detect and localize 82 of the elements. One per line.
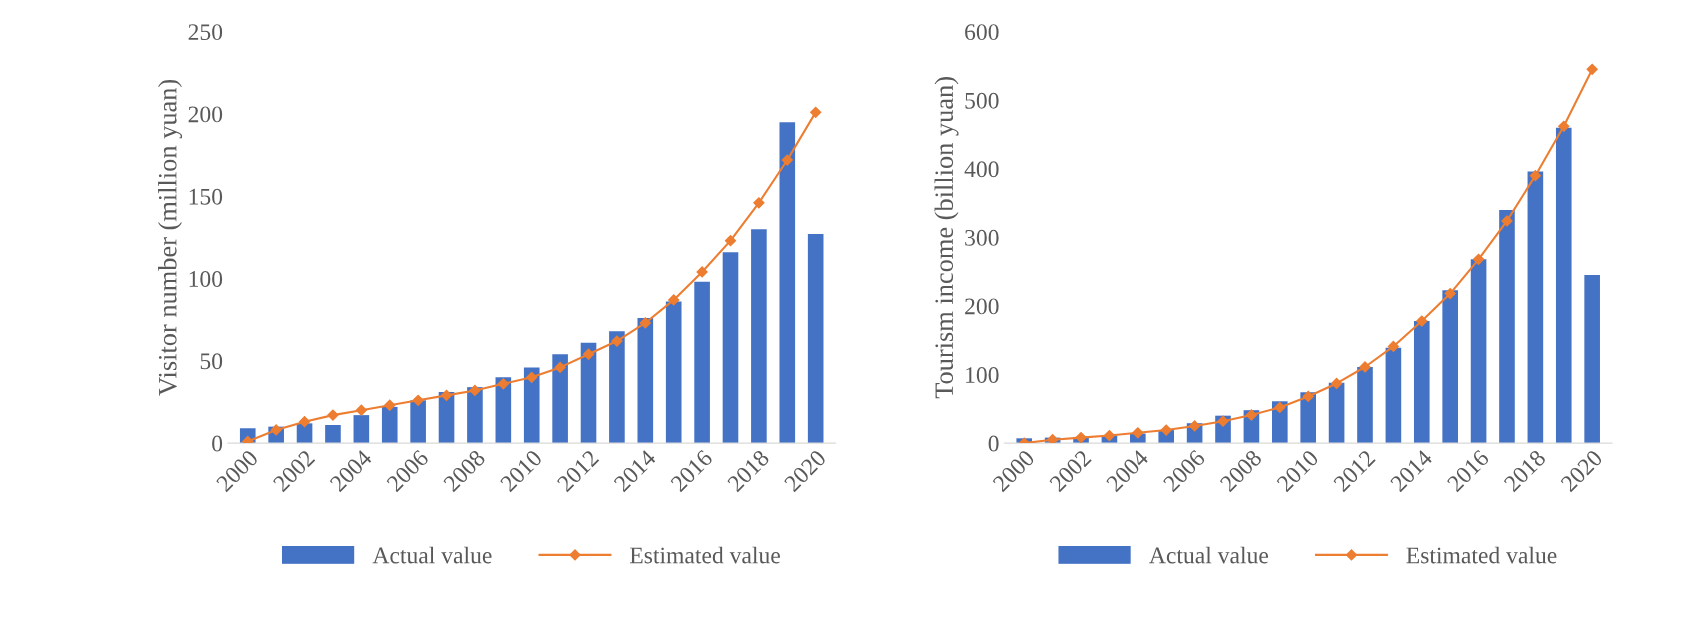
bar — [1385, 347, 1402, 444]
point — [611, 335, 623, 347]
point — [753, 197, 765, 209]
y-tick-label: 50 — [200, 353, 223, 370]
legend-label: Estimated value — [629, 546, 780, 564]
point — [1558, 120, 1570, 132]
y-tick-label: 600 — [965, 24, 999, 41]
point — [810, 106, 822, 118]
y-tick-label: 100 — [189, 271, 223, 287]
point — [412, 394, 424, 406]
bar — [325, 425, 341, 444]
point — [1245, 409, 1258, 421]
point — [1160, 424, 1172, 436]
bar — [495, 377, 512, 444]
bar — [1413, 321, 1430, 444]
bar — [410, 400, 426, 444]
y-tick-label: 250 — [188, 24, 223, 41]
y-tick-label: 0 — [212, 435, 223, 452]
point — [526, 371, 538, 383]
legend-label: Estimated value — [1406, 546, 1557, 564]
point — [1075, 432, 1087, 444]
point — [327, 409, 339, 421]
y-tick-label: 400 — [964, 161, 999, 178]
point — [469, 384, 481, 397]
point — [1217, 415, 1229, 427]
y-axis-title: Tourism income (billion yuan) — [934, 77, 959, 399]
bar — [751, 229, 767, 444]
point — [440, 389, 453, 401]
y-tick-label: 0 — [988, 435, 999, 452]
bar — [580, 342, 597, 444]
bar — [381, 406, 398, 444]
bar — [609, 331, 625, 444]
bar — [1584, 275, 1600, 444]
point — [1189, 420, 1201, 432]
point — [1501, 215, 1513, 227]
bar — [807, 234, 824, 444]
point — [668, 294, 680, 306]
bar — [552, 354, 568, 444]
point — [1529, 170, 1541, 182]
point — [1472, 253, 1485, 265]
bar — [353, 415, 370, 444]
y-tick-label: 200 — [188, 106, 223, 123]
y-axis-title: Visitor number (million yuan) — [158, 79, 183, 396]
bar — [1442, 290, 1458, 444]
bar — [694, 281, 710, 444]
point — [384, 399, 396, 411]
bar — [1527, 171, 1544, 444]
bar — [665, 301, 682, 444]
point — [639, 317, 651, 329]
point — [554, 361, 566, 373]
bar — [467, 387, 483, 444]
bar — [1555, 127, 1572, 444]
point — [1103, 429, 1116, 442]
point — [1387, 340, 1399, 353]
point — [1586, 63, 1598, 75]
bar — [637, 318, 654, 444]
point — [781, 154, 793, 166]
y-tick-label: 500 — [965, 92, 999, 109]
y-tick-label: 300 — [965, 229, 999, 246]
bar — [722, 252, 739, 444]
y-tick-label: 100 — [966, 367, 999, 383]
legend-label: Actual value — [1149, 546, 1269, 564]
point — [497, 378, 509, 390]
point — [1274, 401, 1286, 414]
point — [355, 404, 367, 416]
bar — [779, 122, 796, 444]
point — [696, 266, 708, 278]
point — [582, 348, 595, 360]
bar — [1499, 209, 1515, 444]
bar — [523, 367, 540, 444]
point — [298, 416, 311, 428]
point — [1132, 427, 1144, 439]
point — [1330, 377, 1343, 390]
legend-label: Actual value — [372, 546, 492, 564]
bar — [1357, 366, 1373, 444]
y-tick-label: 200 — [965, 298, 999, 315]
point — [1444, 288, 1456, 300]
point — [1302, 390, 1314, 403]
point — [724, 235, 737, 247]
bar — [1470, 259, 1487, 444]
point — [1416, 315, 1428, 327]
y-tick-label: 150 — [189, 188, 223, 205]
